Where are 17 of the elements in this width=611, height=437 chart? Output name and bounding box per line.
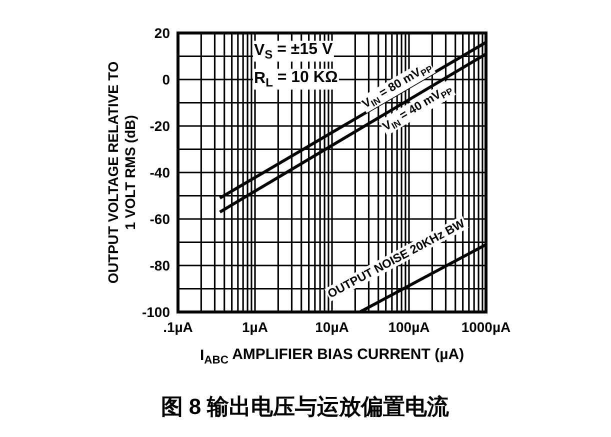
annotation: V$_{S}$ = ±15 V [254,40,333,62]
x-tick-label: 10µA [315,319,349,335]
y-tick-label: -80 [150,258,170,274]
y-tick-label: -60 [150,211,170,227]
x-tick-label: .1µA [163,319,193,335]
y-tick-label: 0 [162,72,170,88]
x-tick-label: 1µA [242,319,268,335]
x-tick-label: 1000µA [461,319,511,335]
y-tick-label: -40 [150,164,170,180]
y-tick-label: -100 [142,304,170,320]
y-tick-label: -20 [150,118,170,134]
y-axis-title: OUTPUT VOLTAGE RELATIVE TO 1 VOLT RMS (dB) [105,61,138,284]
x-tick-label: 100µA [388,319,430,335]
text: 图 8 输出电压与运放偏置电流 [160,394,450,419]
x-axis-title: I$_{ABC}$ AMPLIFIER BIAS CURRENT (µA) [200,346,464,366]
annotation: R$_{L}$ = 10 KΩ [254,68,338,90]
y-tick-label: 20 [154,25,170,41]
